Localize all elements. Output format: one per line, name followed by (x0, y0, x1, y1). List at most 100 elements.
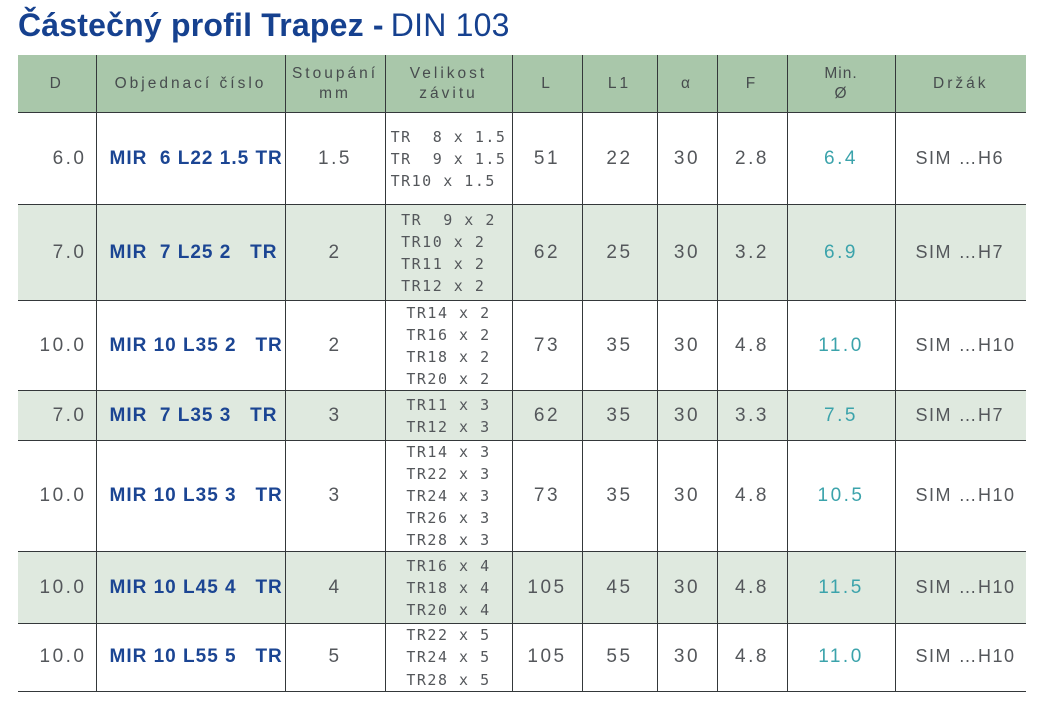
holder-code: SIM …H6 (915, 147, 1005, 168)
column-header-l1: L1 (581, 55, 658, 114)
column-header-order: Objednací číslo (95, 55, 286, 114)
cell-order: MIR 10 L45 4 TR (95, 551, 286, 625)
cell-holder: SIM …H7 (894, 390, 1026, 442)
order-number: MIR 10 L35 3 TR (109, 485, 283, 507)
table-header-row: D Objednací číslo Stoupání mm Velikost závitu… (18, 55, 1026, 114)
table-row: 10.0 MIR 10 L55 5 TR 5 TR22 x 5 TR24 x 5 TR… (18, 623, 1026, 692)
cell-threads: TR14 x 3 TR22 x 3 TR24 x 3 TR26 x 3 TR28… (384, 440, 513, 553)
cell-holder: SIM …H10 (894, 440, 1026, 553)
thread-size-list: TR14 x 2 TR16 x 2 TR18 x 2 TR20 x 2 (406, 303, 491, 388)
cell-pitch: 4 (284, 551, 386, 625)
cell-threads: TR 8 x 1.5 TR 9 x 1.5 TR10 x 1.5 (384, 112, 513, 206)
cell-order: MIR 10 L55 5 TR (95, 623, 286, 692)
column-header-d: D (18, 55, 97, 114)
page-title-standard: DIN 103 (390, 7, 510, 43)
table-row: 10.0 MIR 10 L35 3 TR 3 TR14 x 3 TR22 x 3 TR… (18, 440, 1026, 553)
catalog-table: D Objednací číslo Stoupání mm Velikost závitu… (18, 55, 1026, 692)
cell-order: MIR 6 L22 1.5 TR (95, 112, 286, 206)
holder-code: SIM …H7 (915, 241, 1005, 262)
cell-order: MIR 10 L35 2 TR (95, 300, 286, 392)
holder-code: SIM …H10 (915, 646, 1016, 667)
cell-l: 51 (511, 112, 583, 206)
cell-l1: 45 (581, 551, 658, 625)
cell-pitch: 5 (284, 623, 386, 692)
cell-min_d: 11.0 (786, 623, 896, 692)
thread-size-list: TR11 x 3 TR12 x 3 (406, 395, 491, 436)
column-header-f: F (716, 55, 788, 114)
order-number: MIR 10 L45 4 TR (109, 576, 283, 598)
holder-code: SIM …H7 (915, 404, 1005, 425)
table-body: 6.0 MIR 6 L22 1.5 TR 1.5 TR 8 x 1.5 TR 9 x … (18, 112, 1026, 692)
table-row: 7.0 MIR 7 L35 3 TR 3 TR11 x 3 TR12 x 3 62 35 3… (18, 390, 1026, 442)
cell-threads: TR14 x 2 TR16 x 2 TR18 x 2 TR20 x 2 (384, 300, 513, 392)
cell-alpha: 30 (656, 300, 718, 392)
cell-order: MIR 7 L35 3 TR (95, 390, 286, 442)
cell-d: 7.0 (18, 204, 97, 302)
cell-l1: 35 (581, 300, 658, 392)
cell-pitch: 2 (284, 204, 386, 302)
holder-code: SIM …H10 (915, 576, 1016, 597)
cell-l1: 55 (581, 623, 658, 692)
holder-code: SIM …H10 (915, 485, 1016, 506)
cell-l1: 35 (581, 440, 658, 553)
cell-min_d: 6.9 (786, 204, 896, 302)
cell-f: 3.2 (716, 204, 788, 302)
cell-d: 7.0 (18, 390, 97, 442)
cell-min_d: 6.4 (786, 112, 896, 206)
cell-f: 2.8 (716, 112, 788, 206)
cell-min_d: 11.0 (786, 300, 896, 392)
cell-f: 4.8 (716, 623, 788, 692)
cell-threads: TR11 x 3 TR12 x 3 (384, 390, 513, 442)
column-header-threads: Velikost závitu (384, 55, 513, 114)
cell-d: 6.0 (18, 112, 97, 206)
cell-min_d: 7.5 (786, 390, 896, 442)
thread-size-list: TR16 x 4 TR18 x 4 TR20 x 4 (406, 556, 491, 619)
thread-size-list: TR22 x 5 TR24 x 5 TR28 x 5 (406, 626, 491, 689)
cell-l: 105 (511, 623, 583, 692)
cell-l: 73 (511, 440, 583, 553)
column-header-l: L (511, 55, 583, 114)
cell-f: 4.8 (716, 300, 788, 392)
cell-alpha: 30 (656, 551, 718, 625)
column-header-pitch: Stoupání mm (284, 55, 386, 114)
cell-holder: SIM …H7 (894, 204, 1026, 302)
cell-min_d: 11.5 (786, 551, 896, 625)
cell-f: 4.8 (716, 440, 788, 553)
thread-size-list: TR 9 x 2 TR10 x 2 TR11 x 2 TR12 x 2 (401, 210, 496, 295)
cell-order: MIR 7 L25 2 TR (95, 204, 286, 302)
cell-l: 62 (511, 390, 583, 442)
cell-l: 105 (511, 551, 583, 625)
table-row: 10.0 MIR 10 L45 4 TR 4 TR16 x 4 TR18 x 4 TR… (18, 551, 1026, 625)
order-number: MIR 10 L35 2 TR (109, 334, 283, 356)
holder-code: SIM …H10 (915, 334, 1016, 355)
thread-size-list: TR14 x 3 TR22 x 3 TR24 x 3 TR26 x 3 TR28… (406, 443, 491, 550)
column-header-alpha: α (656, 55, 718, 114)
cell-f: 3.3 (716, 390, 788, 442)
column-header-holder: Držák (894, 55, 1026, 114)
table-row: 10.0 MIR 10 L35 2 TR 2 TR14 x 2 TR16 x 2 TR… (18, 300, 1026, 392)
cell-alpha: 30 (656, 204, 718, 302)
page-title: Částečný profil Trapez - DIN 103 (0, 0, 1049, 55)
cell-alpha: 30 (656, 623, 718, 692)
cell-d: 10.0 (18, 551, 97, 625)
cell-threads: TR 9 x 2 TR10 x 2 TR11 x 2 TR12 x 2 (384, 204, 513, 302)
cell-pitch: 3 (284, 390, 386, 442)
order-number: MIR 10 L55 5 TR (109, 646, 283, 668)
column-header-min_d: Min. Ø (786, 55, 896, 114)
cell-holder: SIM …H10 (894, 551, 1026, 625)
cell-pitch: 3 (284, 440, 386, 553)
cell-alpha: 30 (656, 112, 718, 206)
cell-d: 10.0 (18, 440, 97, 553)
cell-holder: SIM …H6 (894, 112, 1026, 206)
cell-alpha: 30 (656, 390, 718, 442)
cell-d: 10.0 (18, 300, 97, 392)
cell-threads: TR22 x 5 TR24 x 5 TR28 x 5 (384, 623, 513, 692)
table-row: 7.0 MIR 7 L25 2 TR 2 TR 9 x 2 TR10 x 2 TR11… (18, 204, 1026, 302)
cell-d: 10.0 (18, 623, 97, 692)
cell-threads: TR16 x 4 TR18 x 4 TR20 x 4 (384, 551, 513, 625)
cell-min_d: 10.5 (786, 440, 896, 553)
cell-l1: 22 (581, 112, 658, 206)
cell-holder: SIM …H10 (894, 300, 1026, 392)
cell-pitch: 1.5 (284, 112, 386, 206)
